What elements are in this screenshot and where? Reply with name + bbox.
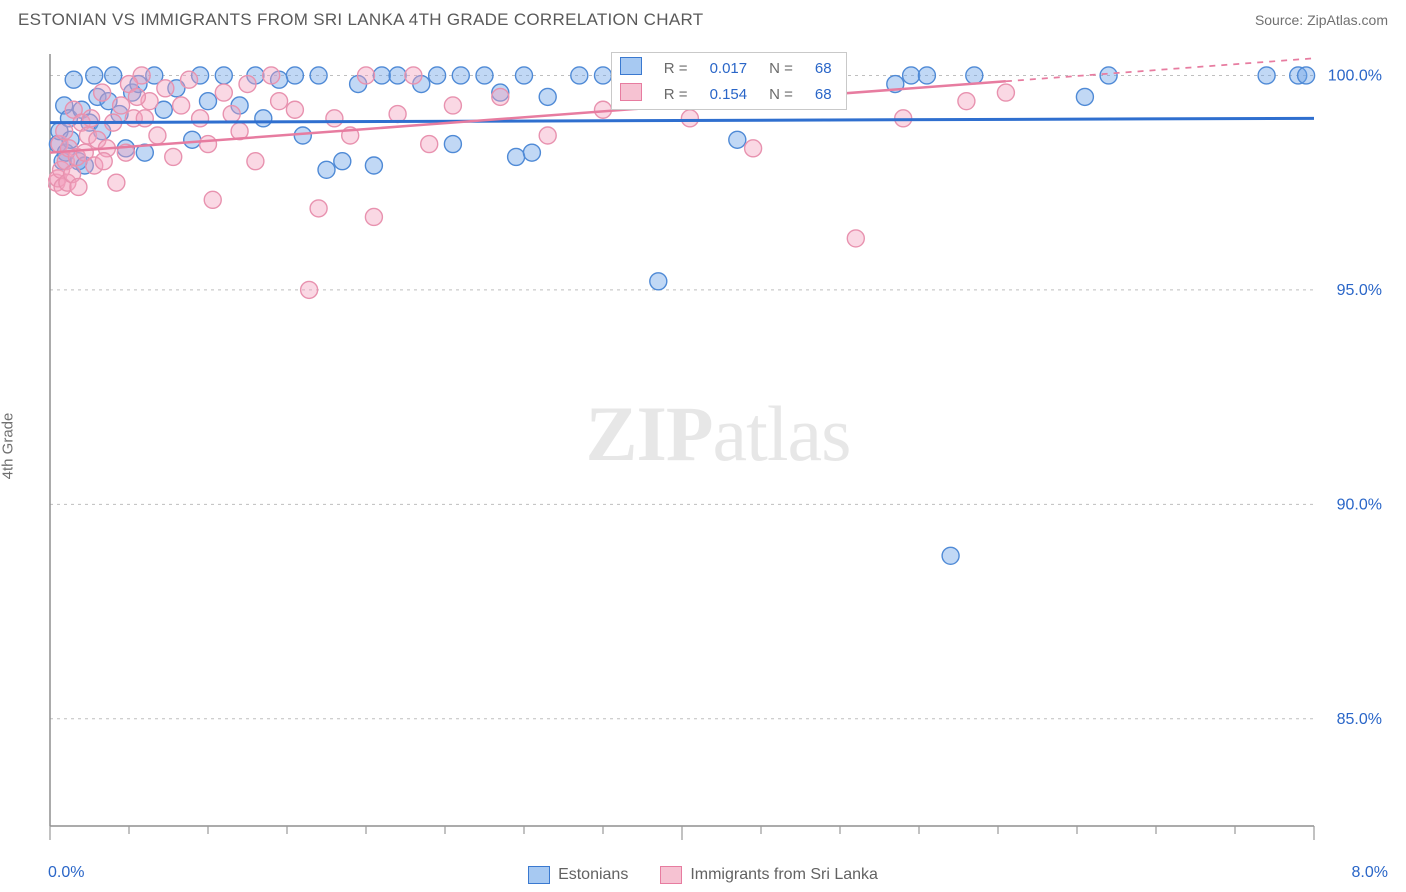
source-attribution: Source: ZipAtlas.com bbox=[1255, 12, 1388, 28]
correlation-legend: R =0.017N =68R =0.154N =68 bbox=[611, 52, 847, 110]
y-axis-label: 4th Grade bbox=[0, 413, 17, 480]
svg-text:90.0%: 90.0% bbox=[1337, 496, 1382, 513]
scatter-plot: 85.0% 90.0% 95.0% 100.0% bbox=[48, 52, 1388, 848]
svg-text:95.0%: 95.0% bbox=[1337, 282, 1382, 299]
chart-area: 85.0%90.0%95.0%100.0% ZIPatlas R =0.017N… bbox=[48, 52, 1388, 848]
legend-item: Immigrants from Sri Lanka bbox=[660, 866, 878, 884]
svg-text:100.0%: 100.0% bbox=[1328, 67, 1382, 84]
series-legend: Estonians Immigrants from Sri Lanka bbox=[0, 866, 1406, 884]
svg-text:85.0%: 85.0% bbox=[1337, 711, 1382, 728]
legend-item: Estonians bbox=[528, 866, 628, 884]
chart-title: ESTONIAN VS IMMIGRANTS FROM SRI LANKA 4T… bbox=[18, 10, 703, 30]
